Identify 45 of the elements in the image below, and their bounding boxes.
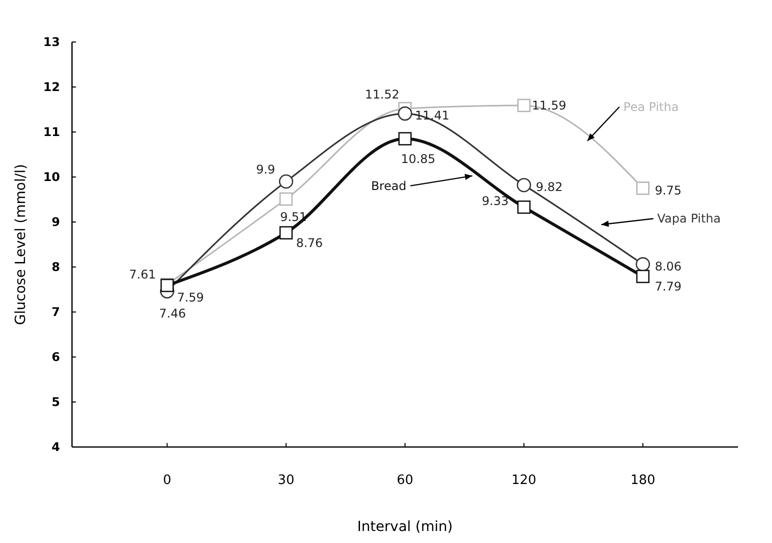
data-label: 7.46 (159, 306, 186, 320)
point (517, 200, 531, 214)
data-label: 7.61 (129, 268, 156, 282)
x-tick-label: 180 (630, 473, 656, 488)
data-label: 8.06 (654, 259, 682, 274)
data-label: 9.75 (654, 183, 682, 198)
data-label: 7.79 (654, 279, 682, 294)
y-tick-label: 10 (43, 170, 60, 184)
data-label: 11.52 (365, 88, 400, 102)
data-label: 8.76 (296, 236, 323, 250)
point (279, 226, 293, 240)
y-tick-label: 4 (52, 440, 60, 454)
point (516, 178, 532, 192)
data-label: 9.82 (536, 180, 563, 194)
point (278, 174, 294, 189)
data-label: 11.41 (415, 108, 450, 123)
point (636, 257, 650, 272)
point (398, 132, 412, 146)
x-axis-title: Interval (min) (357, 519, 453, 535)
y-tick-label: 5 (52, 395, 60, 409)
y-tick-label: 13 (43, 35, 60, 49)
x-tick-label: 120 (512, 473, 536, 488)
text: Vapa Pitha (657, 212, 721, 226)
y-tick-label: 6 (52, 350, 60, 364)
text: Pea Pitha (623, 100, 679, 114)
data-label: 10.85 (401, 152, 436, 166)
x-tick-label: 60 (396, 473, 414, 488)
point (517, 98, 531, 112)
y-tick-label: 7 (52, 305, 60, 319)
y-tick-label: 11 (43, 125, 60, 139)
point (636, 270, 650, 284)
point (398, 106, 412, 121)
x-tick-label: 30 (278, 473, 294, 488)
y-tick-label: 12 (43, 80, 60, 94)
data-label: 9.33 (482, 194, 509, 208)
x-tick-label: 0 (163, 473, 172, 488)
data-label: 11.59 (532, 98, 566, 112)
y-axis-title: Glucose Level (mmol/l) (13, 164, 29, 325)
data-label: 9.9 (256, 162, 276, 176)
y-tick-label: 8 (52, 260, 60, 274)
point (279, 192, 293, 206)
data-label: 7.59 (177, 290, 204, 304)
point (636, 182, 650, 195)
series-label: Bread (371, 178, 406, 193)
y-tick-label: 9 (52, 215, 60, 229)
